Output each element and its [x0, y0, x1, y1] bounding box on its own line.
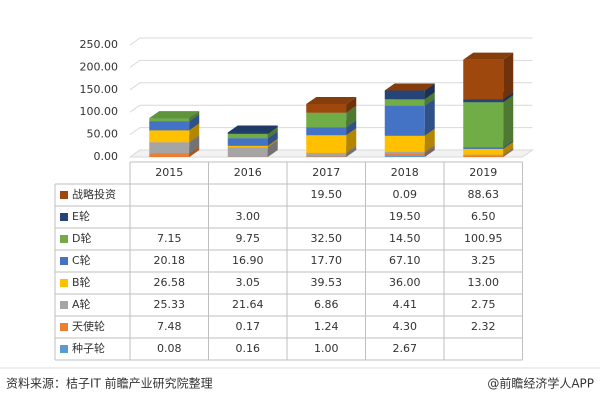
bar-front	[385, 154, 425, 156]
value-label: 19.50	[311, 188, 343, 201]
value-label: 39.53	[311, 276, 343, 289]
x-tick-label: 2018	[391, 166, 419, 179]
value-label: 17.70	[311, 254, 343, 267]
value-label: 9.75	[236, 232, 261, 245]
bar-front	[228, 147, 268, 157]
value-label: 7.15	[157, 232, 182, 245]
legend-label: 种子轮	[72, 341, 105, 355]
legend-swatch	[60, 191, 68, 199]
x-tick-label: 2019	[469, 166, 497, 179]
legend-swatch	[60, 345, 68, 353]
value-label: 26.58	[154, 276, 186, 289]
legend-swatch	[60, 323, 68, 331]
grid-line	[130, 38, 533, 45]
bar-front	[149, 154, 189, 157]
bar-front	[306, 156, 346, 157]
value-label: 6.50	[471, 210, 496, 223]
source: 资料来源：桔子IT 前瞻产业研究院整理	[6, 376, 213, 391]
value-label: 4.30	[393, 320, 418, 333]
bar-front	[463, 147, 503, 148]
value-label: 6.86	[314, 298, 339, 311]
x-tick-label: 2016	[234, 166, 262, 179]
legend-swatch	[60, 213, 68, 221]
value-label: 4.41	[393, 298, 418, 311]
value-label: 1.24	[314, 320, 339, 333]
bar-front	[228, 133, 268, 134]
legend-label: A轮	[72, 297, 91, 311]
value-label: 3.25	[471, 254, 496, 267]
bar-front	[463, 60, 503, 100]
bar-front	[385, 156, 425, 157]
legend-swatch	[60, 235, 68, 243]
value-label: 14.50	[389, 232, 421, 245]
y-tick-label: 150.00	[80, 83, 119, 96]
value-label: 100.95	[464, 232, 503, 245]
legend-label: 天使轮	[72, 319, 105, 333]
x-tick-label: 2015	[155, 166, 183, 179]
y-tick-label: 0.00	[94, 150, 119, 163]
bar-front	[463, 155, 503, 156]
bar-front	[385, 106, 425, 136]
legend-swatch	[60, 301, 68, 309]
y-tick-label: 250.00	[80, 38, 119, 51]
bar-front	[385, 90, 425, 99]
value-label: 3.00	[236, 210, 261, 223]
bar-front	[463, 149, 503, 155]
y-tick-label: 100.00	[80, 105, 119, 118]
value-label: 25.33	[154, 298, 186, 311]
value-label: 32.50	[311, 232, 343, 245]
value-label: 0.16	[236, 342, 261, 355]
bar-front	[228, 134, 268, 138]
value-label: 1.00	[314, 342, 339, 355]
bar-front	[385, 136, 425, 152]
value-label: 20.18	[154, 254, 186, 267]
value-label: 0.17	[236, 320, 261, 333]
bar-side	[503, 53, 513, 100]
bar-front	[385, 99, 425, 105]
bar-front	[306, 153, 346, 156]
legend-label: C轮	[72, 253, 91, 267]
bar-front	[463, 99, 503, 102]
bar-front	[463, 102, 503, 147]
value-label: 21.64	[232, 298, 264, 311]
bar-front	[149, 130, 189, 142]
value-label: 88.63	[468, 188, 500, 201]
bar-front	[306, 113, 346, 128]
bar-front	[149, 142, 189, 153]
bar-front	[149, 121, 189, 130]
bar-front	[228, 138, 268, 146]
value-label: 13.00	[468, 276, 500, 289]
credit: @前瞻经济学人APP	[487, 376, 594, 391]
legend-swatch	[60, 279, 68, 287]
value-label: 2.75	[471, 298, 496, 311]
y-tick-label: 200.00	[80, 60, 119, 73]
value-label: 2.32	[471, 320, 496, 333]
value-label: 36.00	[389, 276, 421, 289]
bar-front	[463, 156, 503, 157]
value-label: 0.09	[393, 188, 418, 201]
value-label: 0.08	[157, 342, 182, 355]
bar-front	[306, 104, 346, 113]
bar-front	[385, 152, 425, 154]
value-label: 3.05	[236, 276, 261, 289]
bar-front	[306, 135, 346, 153]
bar-front	[149, 118, 189, 121]
legend-label: D轮	[72, 231, 91, 245]
bar-front	[306, 127, 346, 135]
x-tick-label: 2017	[312, 166, 340, 179]
value-label: 67.10	[389, 254, 421, 267]
bar-side	[503, 95, 513, 147]
legend-label: E轮	[72, 209, 90, 223]
bar-front	[228, 146, 268, 147]
value-label: 7.48	[157, 320, 182, 333]
value-label: 2.67	[393, 342, 418, 355]
y-tick-label: 50.00	[87, 128, 119, 141]
legend-swatch	[60, 257, 68, 265]
legend-label: B轮	[72, 275, 91, 289]
value-label: 19.50	[389, 210, 421, 223]
legend-label: 战略投资	[72, 187, 116, 201]
value-label: 16.90	[232, 254, 264, 267]
